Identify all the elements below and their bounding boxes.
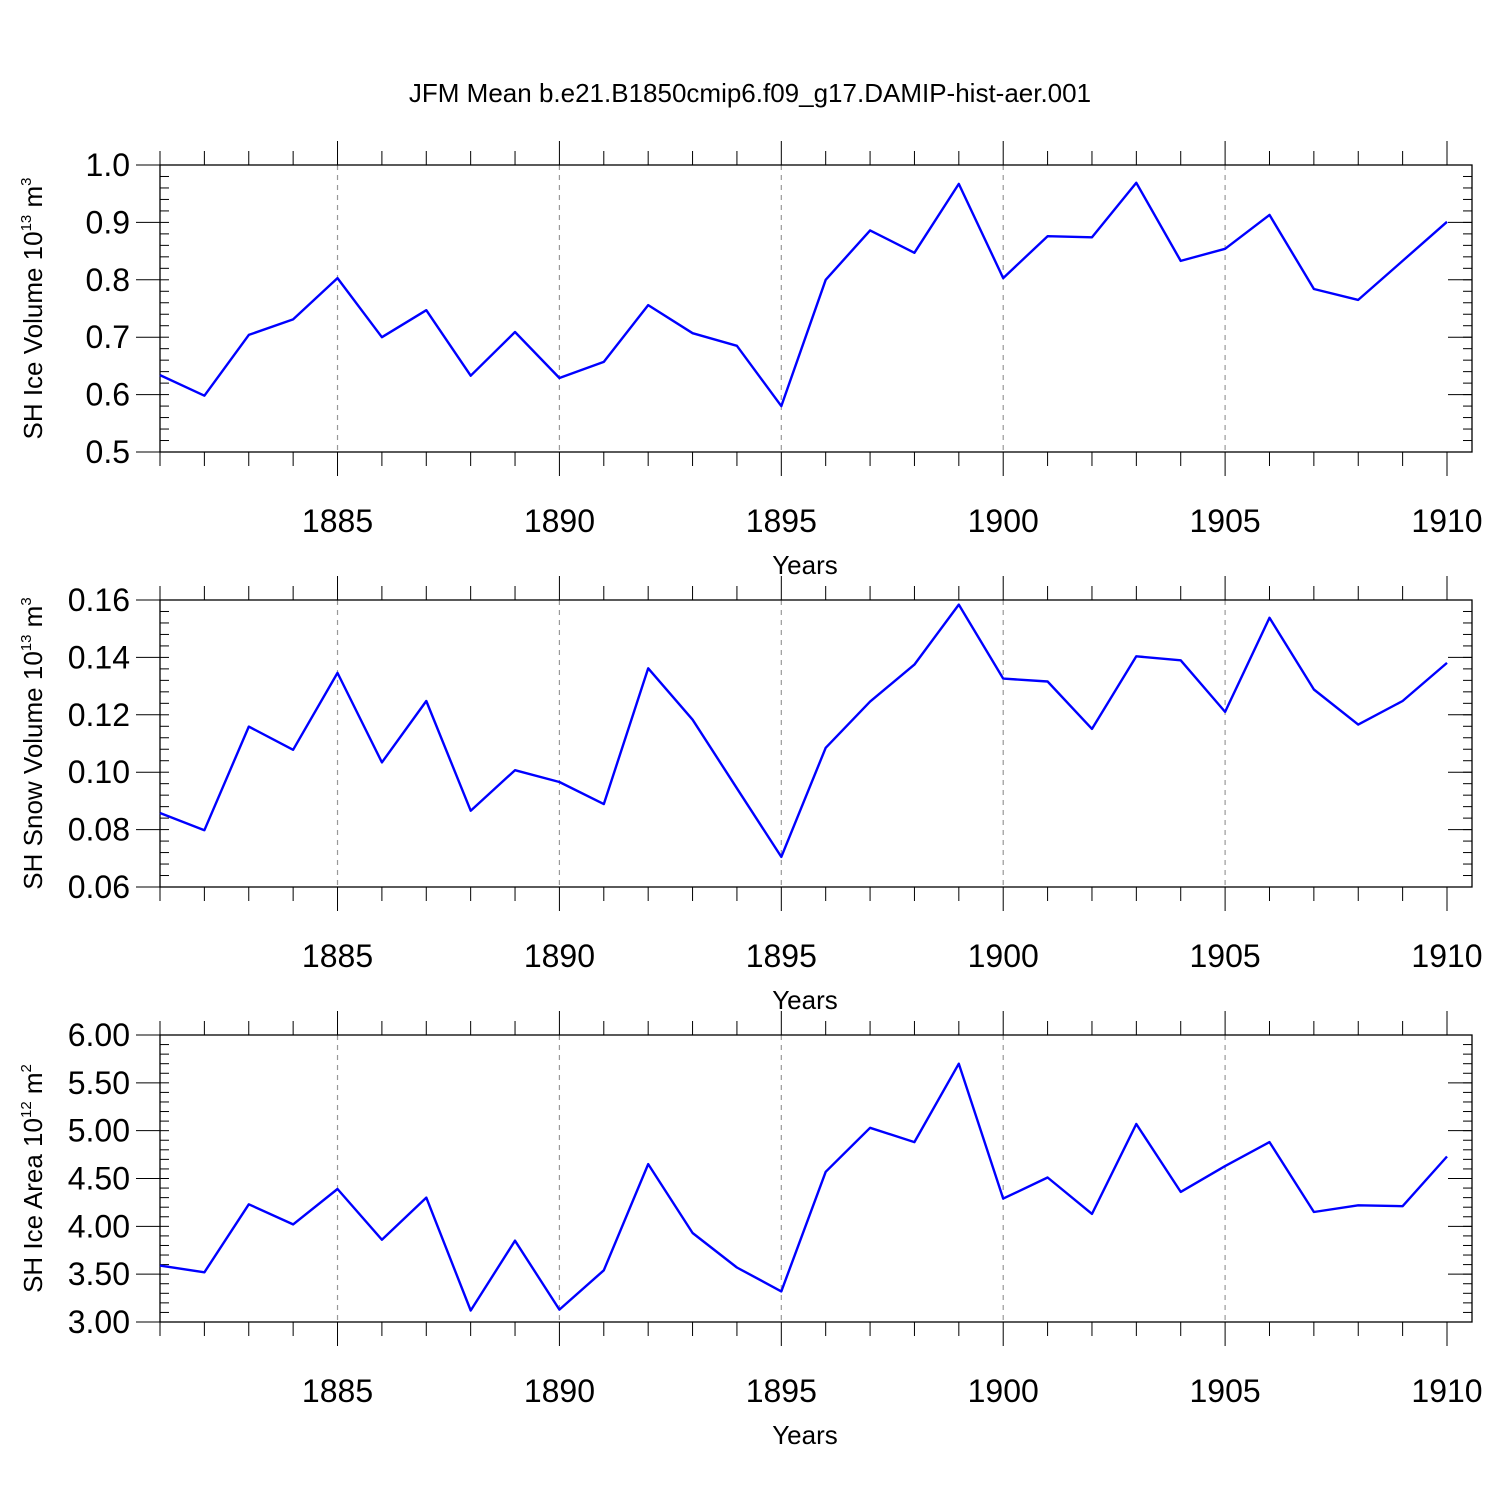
panels: 0.5 0.6 0.7 0.8 0.9 1.0 1885 1890 1895 1900 1905 19… bbox=[18, 141, 1483, 1450]
x-tick-label: 1910 bbox=[1411, 938, 1482, 974]
y-axis-title-exponent: 12 bbox=[18, 1101, 35, 1118]
chart-title: JFM Mean b.e21.B1850cmip6.f09_g17.DAMIP-… bbox=[409, 78, 1091, 108]
y-tick-label: 5.00 bbox=[68, 1113, 130, 1149]
y-tick-label: 0.6 bbox=[86, 377, 130, 413]
y-axis-title-exponent: 13 bbox=[18, 635, 35, 652]
y-axis-title-unit: m bbox=[18, 1072, 48, 1101]
y-axis-title: SH Ice Area 1012 m2 bbox=[18, 1064, 48, 1293]
x-tick-label: 1890 bbox=[524, 1373, 595, 1409]
x-tick-label: 1900 bbox=[968, 938, 1039, 974]
y-axis-title-unit: m bbox=[18, 606, 48, 635]
y-tick-label: 1.0 bbox=[86, 147, 130, 183]
y-tick-label: 0.5 bbox=[86, 434, 130, 470]
x-tick-label: 1905 bbox=[1190, 938, 1261, 974]
x-tick-label: 1885 bbox=[302, 938, 373, 974]
y-axis-title-exponent: 13 bbox=[18, 215, 35, 232]
x-axis-title: Years bbox=[772, 1420, 838, 1450]
y-axis-title-text: SH Ice Area 10 bbox=[18, 1118, 48, 1293]
y-tick-label: 6.00 bbox=[68, 1017, 130, 1053]
x-tick-label: 1885 bbox=[302, 503, 373, 539]
x-tick-label: 1895 bbox=[746, 1373, 817, 1409]
x-tick-label: 1900 bbox=[968, 1373, 1039, 1409]
y-tick-label: 0.8 bbox=[86, 262, 130, 298]
y-tick-label: 0.9 bbox=[86, 204, 130, 240]
y-axis-title: SH Ice Volume 1013 m3 bbox=[18, 177, 48, 439]
panel-2: 0.06 0.08 0.10 0.12 0.14 0.16 1885 1890 1895 1900… bbox=[18, 576, 1483, 1015]
series-line bbox=[159, 603, 1448, 859]
y-tick-label: 0.06 bbox=[68, 869, 130, 905]
y-tick-label: 0.12 bbox=[68, 697, 130, 733]
y-tick-label: 3.00 bbox=[68, 1304, 130, 1340]
y-axis-title-unit: m bbox=[18, 186, 48, 215]
y-tick-label: 0.10 bbox=[68, 754, 130, 790]
y-tick-label: 4.00 bbox=[68, 1208, 130, 1244]
x-tick-label: 1900 bbox=[968, 503, 1039, 539]
x-tick-label: 1905 bbox=[1190, 1373, 1261, 1409]
series-line bbox=[159, 1062, 1448, 1312]
y-axis-title: SH Snow Volume 1013 m3 bbox=[18, 597, 48, 889]
x-tick-label: 1895 bbox=[746, 503, 817, 539]
y-tick-label: 0.16 bbox=[68, 582, 130, 618]
y-tick-label: 5.50 bbox=[68, 1065, 130, 1101]
y-tick-label: 0.14 bbox=[68, 639, 130, 675]
x-axis-title: Years bbox=[772, 985, 838, 1015]
y-tick-label: 0.7 bbox=[86, 319, 130, 355]
plot-frame bbox=[159, 599, 1473, 888]
x-tick-label: 1890 bbox=[524, 503, 595, 539]
x-tick-label: 1910 bbox=[1411, 503, 1482, 539]
y-tick-label: 3.50 bbox=[68, 1256, 130, 1292]
panel-3: 3.00 3.50 4.00 4.50 5.00 5.50 6.00 1885 1890 1895… bbox=[18, 1011, 1483, 1450]
series-line bbox=[159, 181, 1448, 408]
x-tick-label: 1910 bbox=[1411, 1373, 1482, 1409]
y-tick-label: 4.50 bbox=[68, 1161, 130, 1197]
panel-1: 0.5 0.6 0.7 0.8 0.9 1.0 1885 1890 1895 1900 1905 19… bbox=[18, 141, 1483, 580]
y-axis-title-unit-exponent: 2 bbox=[18, 1064, 35, 1072]
x-axis-title: Years bbox=[772, 550, 838, 580]
y-axis-title-unit-exponent: 3 bbox=[18, 177, 35, 185]
y-axis-title-unit-exponent: 3 bbox=[18, 597, 35, 605]
x-tick-label: 1905 bbox=[1190, 503, 1261, 539]
y-tick-label: 0.08 bbox=[68, 812, 130, 848]
y-axis-title-text: SH Ice Volume 10 bbox=[18, 231, 48, 439]
x-tick-label: 1890 bbox=[524, 938, 595, 974]
plot-frame bbox=[159, 164, 1473, 453]
x-tick-label: 1885 bbox=[302, 1373, 373, 1409]
x-tick-label: 1895 bbox=[746, 938, 817, 974]
y-axis-title-text: SH Snow Volume 10 bbox=[18, 651, 48, 889]
